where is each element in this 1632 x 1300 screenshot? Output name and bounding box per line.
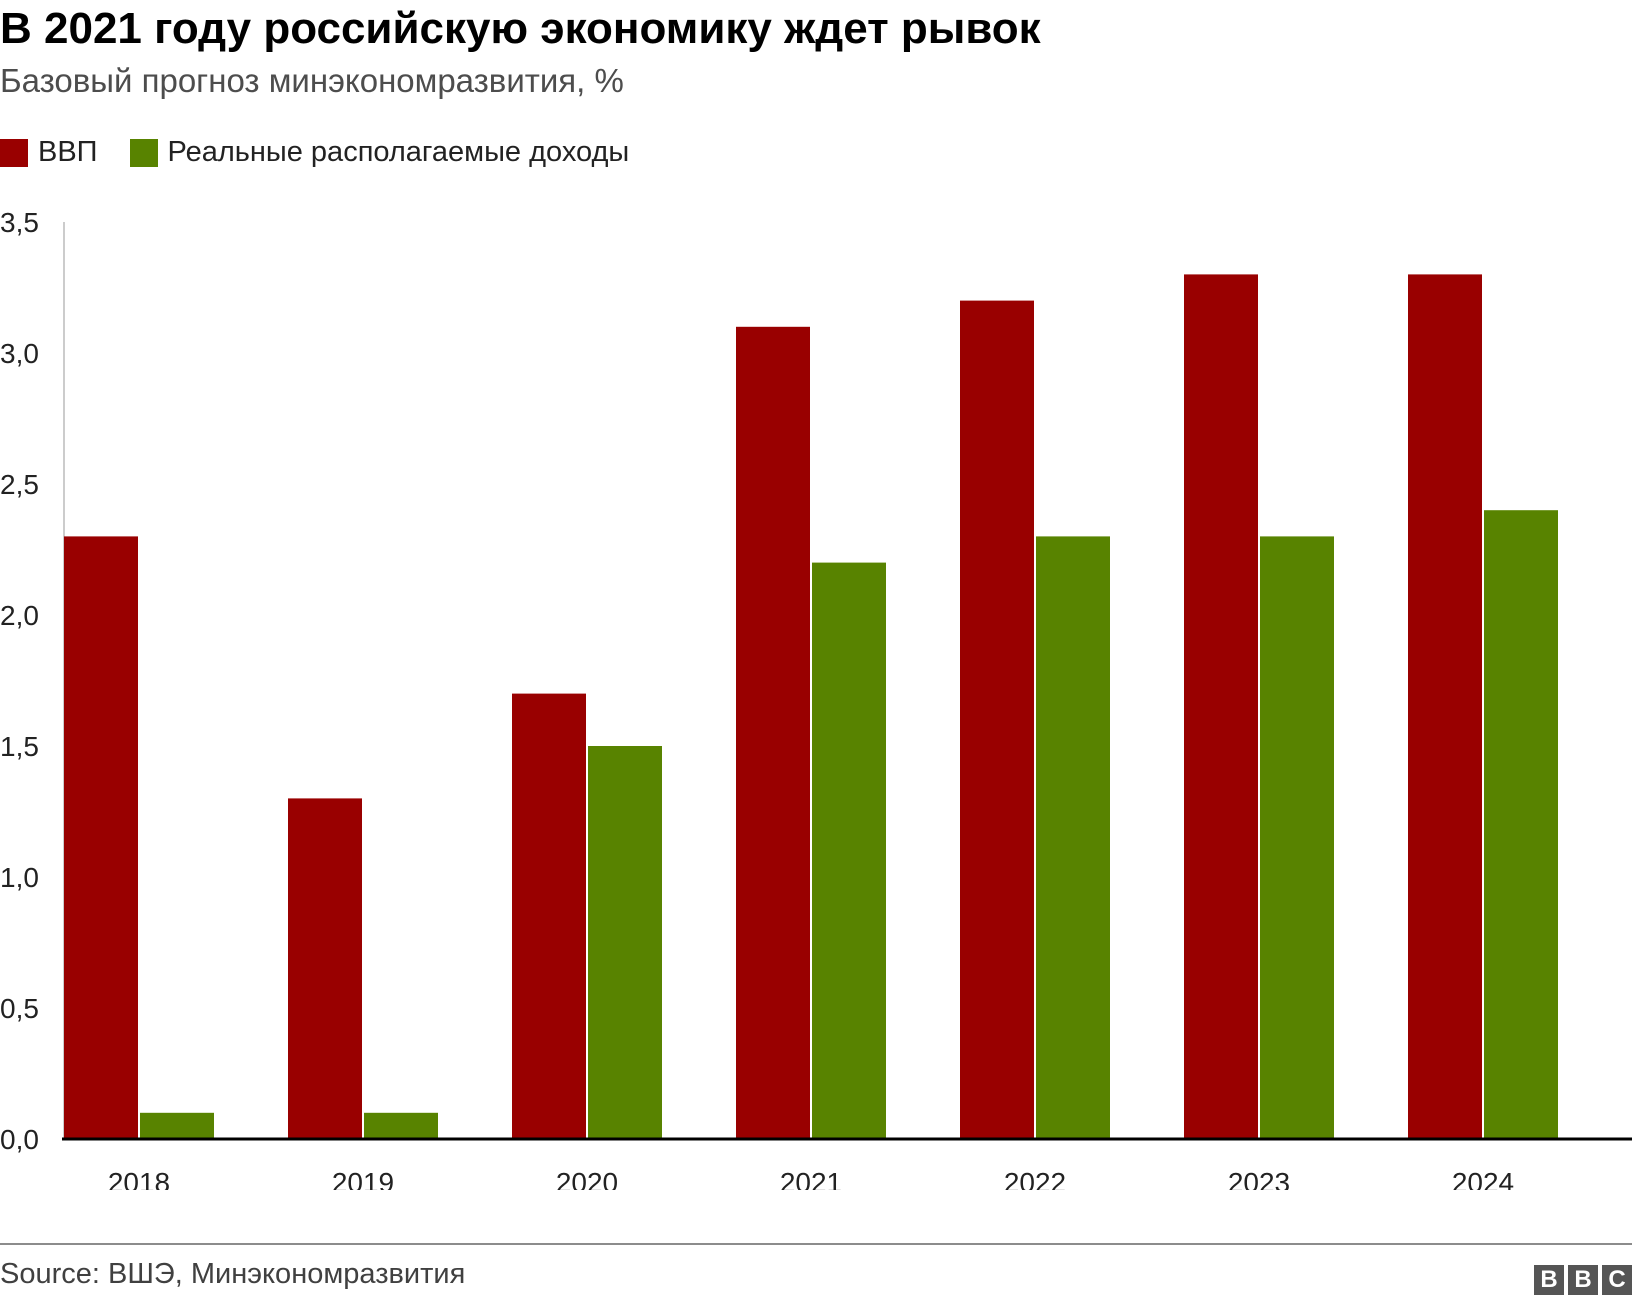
x-tick-label: 2018: [108, 1167, 170, 1190]
bar-income: [588, 746, 662, 1139]
legend-swatch-gdp: [0, 138, 28, 167]
bar-gdp: [1408, 274, 1482, 1139]
y-tick-label: 1,5: [0, 731, 39, 762]
x-tick-label: 2022: [1004, 1167, 1066, 1190]
x-tick-label: 2020: [556, 1167, 618, 1190]
footer-divider: [0, 1243, 1632, 1245]
y-tick-label: 2,5: [0, 469, 39, 500]
bbc-logo: B B C: [1534, 1265, 1632, 1295]
chart-title: В 2021 году российскую экономику ждет ры…: [0, 4, 1041, 53]
legend-label-income: Реальные располагаемые доходы: [167, 136, 630, 168]
bar-income: [812, 562, 886, 1139]
y-tick-label: 1,0: [0, 862, 39, 893]
bbc-logo-letter: C: [1602, 1265, 1632, 1295]
bar-gdp: [288, 798, 362, 1139]
bar-gdp: [64, 536, 138, 1139]
bar-income: [1260, 536, 1334, 1139]
bar-chart: 0,0 0,5 1,0 1,5 2,0 2,5 3,0 3,5 2018 2019 2020 2021…: [0, 207, 1632, 1190]
x-tick-label: 2023: [1228, 1167, 1290, 1190]
bbc-logo-letter: B: [1534, 1265, 1564, 1295]
legend-item-income: Реальные располагаемые доходы: [129, 136, 630, 169]
y-tick-label: 3,5: [0, 207, 39, 238]
legend-swatch-income: [129, 138, 158, 167]
x-tick-label: 2024: [1452, 1167, 1514, 1190]
legend-item-gdp: ВВП: [0, 136, 98, 169]
source-note: Source: ВШЭ, Минэкономразвития: [0, 1258, 466, 1290]
chart-subtitle: Базовый прогноз минэкономразвития, %: [0, 62, 624, 99]
bar-income: [1484, 510, 1558, 1139]
y-tick-label: 3,0: [0, 338, 39, 369]
bar-gdp: [512, 693, 586, 1139]
legend-label-gdp: ВВП: [38, 136, 98, 168]
y-tick-label: 2,0: [0, 600, 39, 631]
bar-income: [1036, 536, 1110, 1139]
y-tick-label: 0,0: [0, 1124, 39, 1155]
bar-income: [140, 1112, 214, 1139]
bar-gdp: [1184, 274, 1258, 1139]
bar-gdp: [736, 326, 810, 1139]
x-tick-label: 2019: [332, 1167, 394, 1190]
bar-income: [364, 1112, 438, 1139]
x-tick-label: 2021: [780, 1167, 842, 1190]
chart-legend: ВВП Реальные располагаемые доходы: [0, 136, 661, 169]
bbc-logo-letter: B: [1568, 1265, 1598, 1295]
y-tick-label: 0,5: [0, 993, 39, 1024]
bar-gdp: [960, 300, 1034, 1140]
